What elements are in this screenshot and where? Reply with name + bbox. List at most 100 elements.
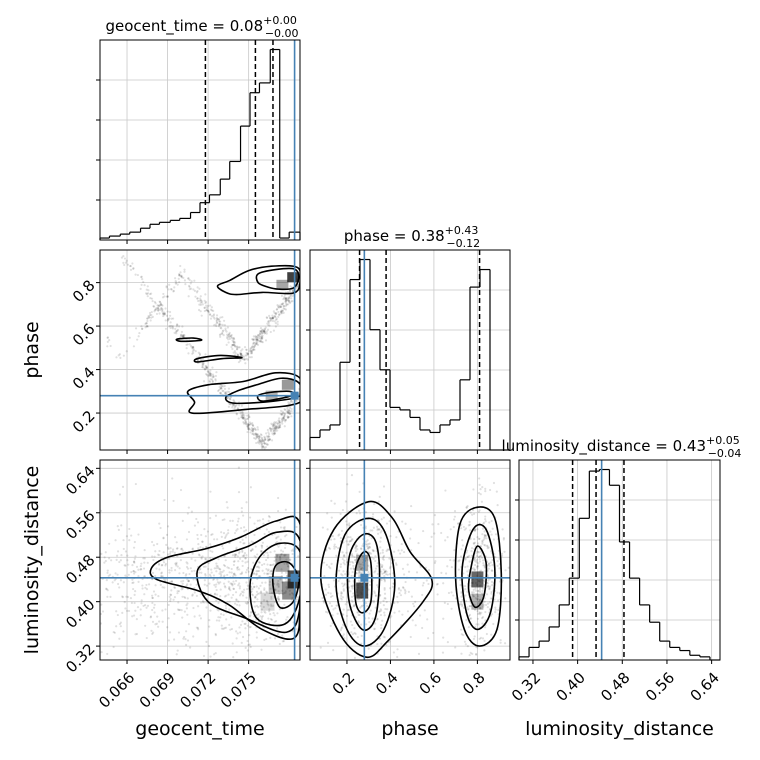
sample-point	[249, 516, 252, 519]
sample-point	[258, 575, 261, 578]
sample-point	[349, 536, 352, 539]
sample-point	[262, 444, 265, 448]
sample-point	[219, 568, 222, 571]
sample-point	[465, 506, 468, 509]
x-tick-label: 0.072	[176, 669, 219, 712]
sample-point	[105, 588, 108, 591]
sample-point	[225, 594, 228, 597]
sample-point	[192, 606, 195, 610]
sample-point	[268, 610, 271, 613]
sample-point	[256, 570, 259, 573]
sample-point	[476, 564, 479, 568]
sample-point	[190, 570, 194, 573]
sample-point	[140, 327, 144, 331]
sample-point	[380, 565, 383, 569]
sample-point	[383, 574, 386, 578]
sample-point	[262, 330, 265, 333]
sample-point	[366, 539, 369, 542]
sample-point	[121, 485, 125, 488]
sample-point	[473, 559, 476, 562]
sample-point	[485, 593, 489, 596]
sample-point	[287, 411, 290, 415]
sample-point	[422, 529, 425, 533]
sample-point	[259, 615, 262, 618]
sample-point	[210, 315, 213, 318]
sample-point	[174, 277, 177, 280]
sample-point	[471, 509, 475, 512]
sample-point	[393, 601, 396, 604]
sample-point	[228, 571, 231, 574]
sample-point	[262, 522, 265, 525]
sample-point	[362, 675, 364, 677]
sample-point	[435, 583, 439, 586]
sample-point	[487, 584, 490, 588]
sample-point	[381, 564, 384, 567]
sample-point	[105, 579, 108, 582]
sample-point	[460, 527, 463, 530]
sample-point	[254, 556, 257, 559]
sample-point	[120, 524, 123, 527]
density-cell	[275, 553, 290, 572]
sample-point	[173, 586, 176, 589]
sample-point	[259, 439, 262, 442]
sample-point	[232, 587, 235, 590]
sample-point	[244, 627, 247, 630]
sample-point	[161, 609, 164, 612]
sample-point	[449, 528, 452, 531]
sample-point	[269, 318, 272, 321]
sample-point	[330, 562, 333, 566]
sample-point	[177, 608, 181, 612]
sample-point	[278, 421, 281, 424]
sample-point	[249, 422, 252, 426]
sample-point	[281, 422, 284, 425]
contour-4	[186, 371, 300, 415]
sample-point	[283, 526, 286, 529]
sample-point	[260, 618, 263, 621]
sample-point	[106, 571, 109, 574]
sample-point	[152, 544, 155, 547]
sample-point	[179, 558, 182, 562]
sample-point	[330, 604, 333, 608]
sample-point	[274, 427, 277, 431]
sample-point	[167, 603, 170, 607]
sample-point	[154, 302, 157, 305]
sample-point	[221, 330, 224, 333]
sample-point	[368, 621, 371, 624]
sample-point	[246, 560, 249, 563]
y-tick-label: 0.6	[69, 320, 99, 350]
sample-point	[152, 590, 156, 593]
sample-point	[228, 587, 231, 590]
sample-point	[228, 390, 231, 394]
sample-point	[254, 595, 257, 598]
sample-point	[474, 528, 477, 531]
sample-point	[223, 574, 226, 577]
sample-point	[349, 620, 353, 623]
sample-point	[260, 329, 264, 332]
sample-point	[255, 585, 258, 588]
sample-point	[354, 632, 357, 635]
sample-point	[259, 333, 262, 336]
sample-point	[347, 536, 350, 539]
sample-point	[406, 563, 409, 566]
sample-point	[227, 334, 230, 337]
sample-point	[385, 549, 388, 553]
sample-point	[234, 591, 238, 594]
sample-point	[198, 287, 201, 290]
sample-point	[185, 630, 188, 633]
sample-point	[284, 304, 287, 308]
sample-point	[338, 533, 341, 536]
sample-point	[477, 590, 480, 593]
sample-point	[253, 522, 256, 525]
sample-point	[209, 517, 212, 520]
sample-point	[473, 529, 477, 532]
sample-point	[245, 354, 248, 357]
sample-point	[272, 423, 275, 426]
sample-point	[277, 315, 280, 318]
sample-point	[246, 358, 249, 361]
sample-point	[378, 610, 381, 613]
sample-point	[159, 302, 163, 305]
sample-point	[158, 300, 161, 303]
sample-point	[118, 586, 121, 589]
sample-point	[227, 338, 230, 341]
sample-point	[248, 542, 251, 545]
